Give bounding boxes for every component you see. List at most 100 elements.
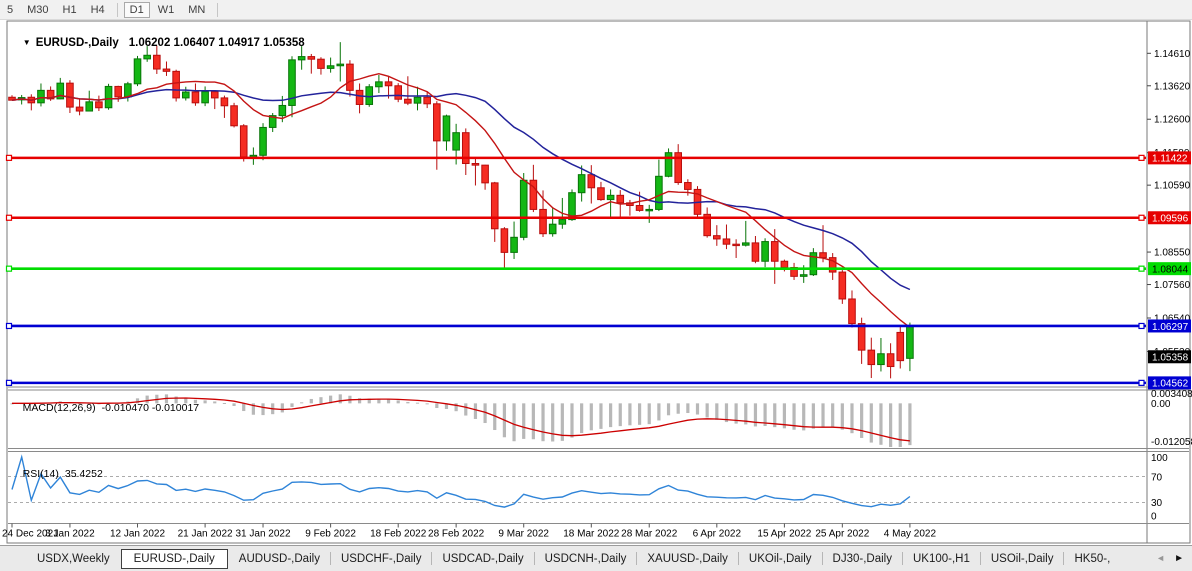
candle-body (181, 91, 190, 99)
level-marker-right[interactable] (1138, 322, 1145, 330)
date-label: 28 Mar 2022 (621, 529, 678, 540)
level-marker-right[interactable] (1138, 379, 1145, 386)
macd-bar (782, 403, 786, 429)
candle-body (239, 125, 248, 158)
timeframe-button-w1[interactable]: W1 (157, 3, 175, 16)
candle-body (741, 242, 750, 246)
macd-bar (889, 403, 893, 447)
candle-body (819, 252, 827, 259)
candle-body (153, 54, 161, 70)
tab-usdchf-daily[interactable]: USDCHF-,Daily (340, 552, 422, 565)
rsi-name: RSI(14) (22, 468, 59, 480)
tab-separator (1063, 552, 1065, 565)
level-marker-right[interactable] (1138, 214, 1145, 221)
candle-body (838, 271, 847, 300)
tab-usoil-daily[interactable]: USOil-,Daily (990, 552, 1054, 565)
macd-bar (406, 401, 410, 404)
macd-bar (840, 403, 844, 430)
candle-body (703, 213, 711, 237)
candle-body (75, 106, 84, 112)
timeframe-button-d1[interactable]: D1 (123, 1, 150, 18)
macd-bar (570, 403, 574, 438)
candle-body (8, 96, 16, 101)
timeframe-button-5[interactable]: 5 (7, 3, 14, 16)
level-price-label (1148, 319, 1191, 333)
bid-price-text: 1.05358 (1152, 353, 1189, 364)
macd-bar (715, 403, 719, 420)
macd-bar (184, 397, 188, 404)
tab-scroll-arrows: ◄ ► (1146, 546, 1192, 571)
tab-eurusd-daily[interactable]: EURUSD-,Daily (120, 548, 228, 569)
chart-frame (6, 20, 1191, 544)
candle-body (346, 63, 354, 91)
macd-indicator-label: MACD(12,26,9) -0.010470 -0.010017 (11, 390, 199, 426)
tab-xauusd-daily[interactable]: XAUUSD-,Daily (647, 552, 728, 565)
macd-bar (637, 403, 642, 425)
candle-body (481, 164, 489, 184)
tab-usdcad-daily[interactable]: USDCAD-,Daily (442, 552, 524, 565)
level-marker-left[interactable] (5, 379, 13, 386)
date-label: 28 Feb 2022 (428, 529, 485, 540)
macd-bar (425, 403, 429, 405)
rsi-indicator-label: RSI(14) 35.4252 (11, 456, 103, 492)
macd-bar (338, 394, 342, 404)
timeframe-button-mn[interactable]: MN (188, 3, 206, 16)
candle-body (442, 115, 451, 142)
level-price-label (1148, 376, 1191, 390)
timeframe-button-h4[interactable]: H4 (90, 3, 105, 16)
tab-ukoil-daily[interactable]: UKOil-,Daily (748, 552, 812, 565)
candle-body (751, 242, 760, 262)
tab-scroll-left-icon[interactable]: ◄ (1156, 553, 1166, 563)
macd-bar (386, 398, 391, 404)
tab-dj30-daily[interactable]: DJ30-,Daily (832, 552, 892, 565)
level-marker-right[interactable] (1138, 154, 1145, 161)
tab-uk100-h1[interactable]: UK100-,H1 (912, 552, 970, 565)
chevron-down-icon[interactable]: ▼ (22, 38, 31, 47)
macd-bar (802, 403, 806, 431)
candle-body (365, 86, 374, 105)
tab-usdcnh-daily[interactable]: USDCNH-,Daily (544, 552, 627, 565)
level-marker-right[interactable] (1138, 265, 1145, 272)
tab-audusd-daily[interactable]: AUDUSD-,Daily (238, 552, 320, 565)
macd-bar (831, 403, 835, 428)
candle-body (268, 115, 277, 128)
candle-body (201, 91, 209, 104)
level-price-text: 1.11422 (1152, 154, 1188, 165)
candle-body (307, 56, 316, 60)
timeframe-button-h1[interactable]: H1 (62, 3, 77, 16)
candle-body (124, 83, 132, 98)
macd-bar (135, 398, 140, 404)
candle-body (317, 58, 325, 69)
candle-body (616, 194, 625, 204)
level-marker-left[interactable] (5, 265, 13, 272)
macd-bar (850, 403, 854, 434)
rsi-axis-label: 0 (1151, 512, 1157, 523)
level-marker-left[interactable] (5, 154, 13, 161)
macd-bar (415, 402, 420, 404)
bid-price-label (1148, 350, 1191, 364)
macd-bar (879, 403, 883, 445)
candle-body (655, 175, 663, 210)
macd-bar (705, 403, 709, 418)
price-tick-label: 1.06540 (1154, 313, 1191, 324)
candle-body (133, 58, 142, 85)
tab-scroll-right-icon[interactable]: ► (1174, 552, 1184, 564)
level-marker-left[interactable] (5, 322, 13, 330)
candle-body (587, 174, 596, 189)
candles-layer[interactable] (8, 42, 914, 379)
macd-signal-line (12, 397, 910, 442)
date-label: 18 Mar 2022 (563, 529, 620, 540)
chart-ohlc-values: 1.06202 1.06407 1.04917 1.05358 (128, 37, 305, 49)
candle-body (37, 89, 45, 104)
candle-body (877, 353, 885, 366)
date-label: 9 Feb 2022 (305, 529, 356, 540)
tab-hk50[interactable]: HK50-, (1074, 552, 1111, 565)
candle-body (761, 241, 769, 262)
candle-body (114, 85, 123, 98)
tab-separator (329, 552, 331, 565)
timeframe-button-m30[interactable]: M30 (27, 3, 49, 16)
candle-body (539, 208, 547, 235)
level-marker-left[interactable] (5, 214, 13, 221)
tab-usdx-weekly[interactable]: USDX,Weekly (37, 552, 110, 565)
